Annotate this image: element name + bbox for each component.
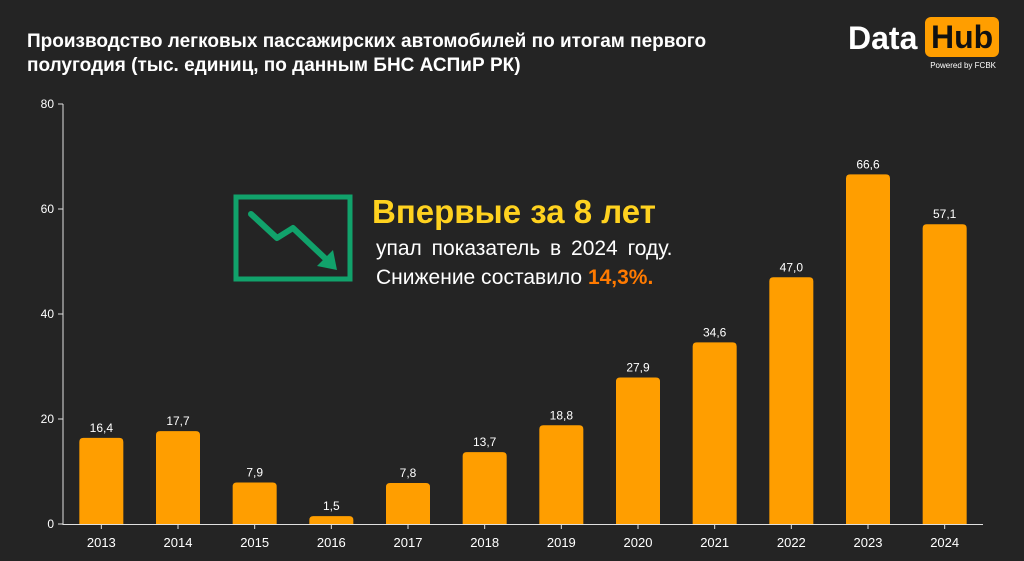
value-label-2016: 1,5	[323, 499, 340, 513]
annotation-highlight: 14,3%.	[587, 266, 654, 289]
bar-2021	[692, 342, 737, 524]
bar-2017	[386, 483, 430, 524]
bar-2018	[462, 452, 507, 524]
logo-text-data: Data	[848, 20, 918, 56]
y-tick-label: 20	[41, 412, 55, 426]
annotation-line1: упал показатель в 2024 году.	[376, 237, 673, 260]
value-label-2021: 34,6	[703, 325, 727, 339]
bar-2014	[156, 431, 200, 524]
x-tick-label-2023: 2023	[854, 535, 883, 550]
x-tick-label-2020: 2020	[624, 535, 653, 550]
annotation-line2: Снижение составило 14,3%.	[376, 266, 653, 290]
x-tick-label-2014: 2014	[164, 535, 193, 550]
datahub-logo: Data Hub Powered by FCBK	[848, 14, 1000, 76]
x-tick-label-2017: 2017	[394, 535, 423, 550]
x-tick-label-2019: 2019	[547, 535, 576, 550]
value-label-2022: 47,0	[780, 260, 804, 274]
y-tick-label: 80	[41, 97, 55, 111]
x-tick-label-2018: 2018	[470, 535, 499, 550]
x-tick-label-2021: 2021	[700, 535, 729, 550]
value-label-2015: 7,9	[246, 466, 263, 480]
logo-text-hub: Hub	[925, 17, 1000, 57]
bar-2019	[539, 425, 584, 524]
x-tick-label-2022: 2022	[777, 535, 806, 550]
value-label-2024: 57,1	[933, 207, 957, 221]
x-tick-label-2024: 2024	[930, 535, 959, 550]
bar-2015	[232, 482, 277, 524]
value-label-2017: 7,8	[400, 466, 417, 480]
trend-down-icon	[233, 194, 353, 282]
bar-2024	[922, 224, 967, 524]
value-label-2019: 18,8	[550, 408, 574, 422]
bar-2022	[769, 277, 814, 524]
bar-2016	[309, 516, 354, 524]
y-tick-label: 60	[41, 202, 55, 216]
y-tick-label: 40	[41, 307, 55, 321]
value-label-2013: 16,4	[90, 421, 114, 435]
chart-title: Производство легковых пассажирских автом…	[27, 31, 707, 76]
logo-tagline: Powered by FCBK	[930, 61, 996, 70]
x-tick-label-2015: 2015	[240, 535, 269, 550]
bar-2023	[846, 174, 890, 524]
value-label-2023: 66,6	[856, 157, 880, 171]
bar-2013	[79, 437, 124, 524]
x-tick-label-2016: 2016	[317, 535, 346, 550]
annotation-line2-text: Снижение составило	[376, 266, 588, 289]
y-tick-label: 0	[47, 517, 54, 531]
value-label-2014: 17,7	[166, 414, 190, 428]
value-label-2018: 13,7	[473, 435, 497, 449]
x-tick-label-2013: 2013	[87, 535, 116, 550]
annotation-headline: Впервые за 8 лет	[372, 193, 656, 230]
bar-2020	[616, 377, 660, 524]
value-label-2020: 27,9	[626, 361, 650, 375]
